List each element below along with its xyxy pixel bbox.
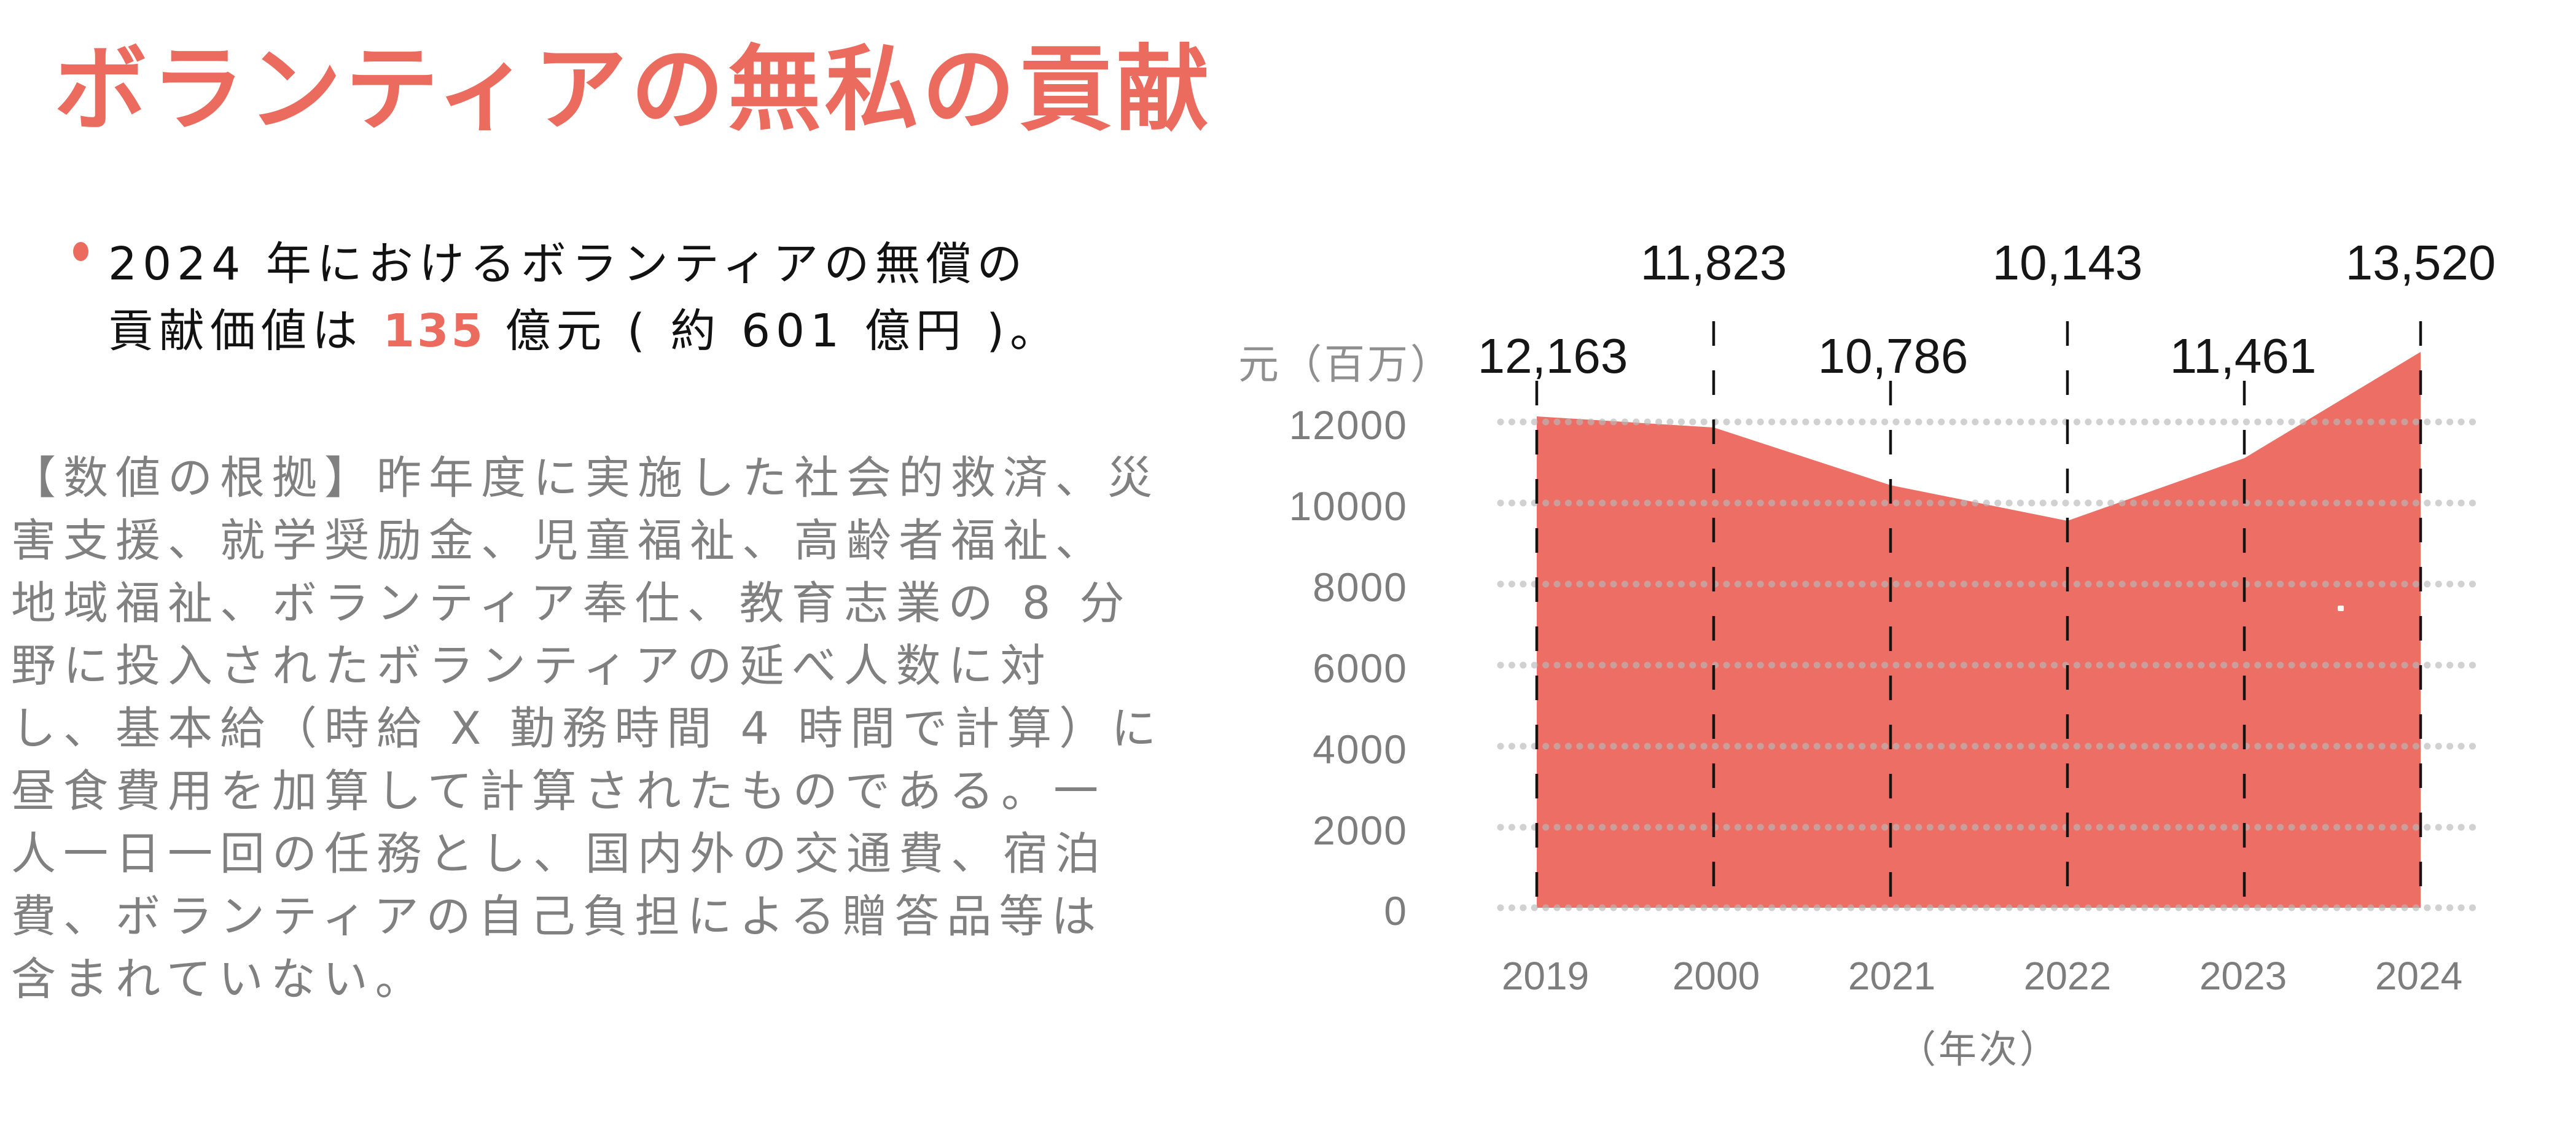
y-tick-12000: 12000 bbox=[1289, 402, 1408, 448]
value-label-2024: 13,520 bbox=[2345, 235, 2496, 290]
area-series-shape bbox=[1537, 352, 2421, 908]
value-label-2019: 12,163 bbox=[1477, 329, 1628, 383]
y-tick-10000: 10000 bbox=[1289, 483, 1408, 529]
x-tick-2020: 2000 bbox=[1672, 954, 1760, 998]
y-axis-unit-label: 元（百万） bbox=[1238, 341, 1453, 388]
bullet-text-prefix: 貢献価値は bbox=[108, 305, 383, 357]
note-line: 含まれていない。 bbox=[11, 953, 427, 1005]
value-label-2023: 11,461 bbox=[2169, 329, 2317, 383]
note-line: 昼食費用を加算して計算されたものである。一 bbox=[11, 765, 1106, 817]
y-tick-0: 0 bbox=[1384, 888, 1408, 934]
note-line: し、基本給（時給 X 勤務時間 4 時間で計算）に bbox=[11, 703, 1164, 755]
note-paragraph: 【数値の根拠】昨年度に実施した社会的救済、災 害支援、就学奨励金、児童福祉、高齢… bbox=[11, 447, 1270, 1011]
value-label-2022: 10,143 bbox=[1992, 235, 2143, 290]
bullet-text-line1: 2024 年におけるボランティアの無償の bbox=[108, 238, 1028, 291]
year-guide-lines bbox=[1535, 321, 2422, 908]
y-tick-4000: 4000 bbox=[1313, 727, 1408, 772]
y-tick-6000: 6000 bbox=[1313, 645, 1408, 691]
x-tick-2021: 2021 bbox=[1848, 954, 1936, 998]
x-axis-title: （年次） bbox=[1897, 1027, 2060, 1072]
y-tick-2000: 2000 bbox=[1313, 808, 1408, 853]
bullet-text-suffix: 億元 ( 約 601 億円 )。 bbox=[485, 305, 1061, 357]
value-label-2021: 10,786 bbox=[1817, 329, 1969, 383]
note-line: 【数値の根拠】昨年度に実施した社会的救済、災 bbox=[11, 452, 1160, 504]
bullet-marker-icon bbox=[73, 242, 88, 261]
highlight-value: 135 bbox=[383, 305, 485, 357]
note-line: 害支援、就学奨励金、児童福祉、高齢者福祉、 bbox=[11, 515, 1107, 567]
x-tick-2022: 2022 bbox=[2023, 954, 2112, 998]
note-line: 野に投入されたボランティアの延べ人数に対 bbox=[11, 640, 1053, 692]
note-line: 費、ボランティアの自己負担による贈答品等は bbox=[11, 891, 1104, 943]
x-tick-2024: 2024 bbox=[2375, 954, 2463, 998]
artifact-dot bbox=[2338, 606, 2344, 611]
note-line: 人一日一回の任務とし、国内外の交通費、宿泊 bbox=[11, 828, 1107, 880]
page-title: ボランティアの無私の貢献 bbox=[54, 35, 1213, 144]
x-tick-2019: 2019 bbox=[1501, 954, 1590, 998]
bullet-text-line2: 貢献価値は 135 億元 ( 約 601 億円 )。 bbox=[108, 294, 1061, 360]
value-label-2020: 11,823 bbox=[1640, 235, 1787, 290]
x-tick-2023: 2023 bbox=[2199, 954, 2287, 998]
gridlines bbox=[1497, 418, 2480, 911]
y-tick-8000: 8000 bbox=[1313, 564, 1408, 610]
note-line: 地域福祉、ボランティア奉仕、教育志業の 8 分 bbox=[11, 577, 1132, 630]
